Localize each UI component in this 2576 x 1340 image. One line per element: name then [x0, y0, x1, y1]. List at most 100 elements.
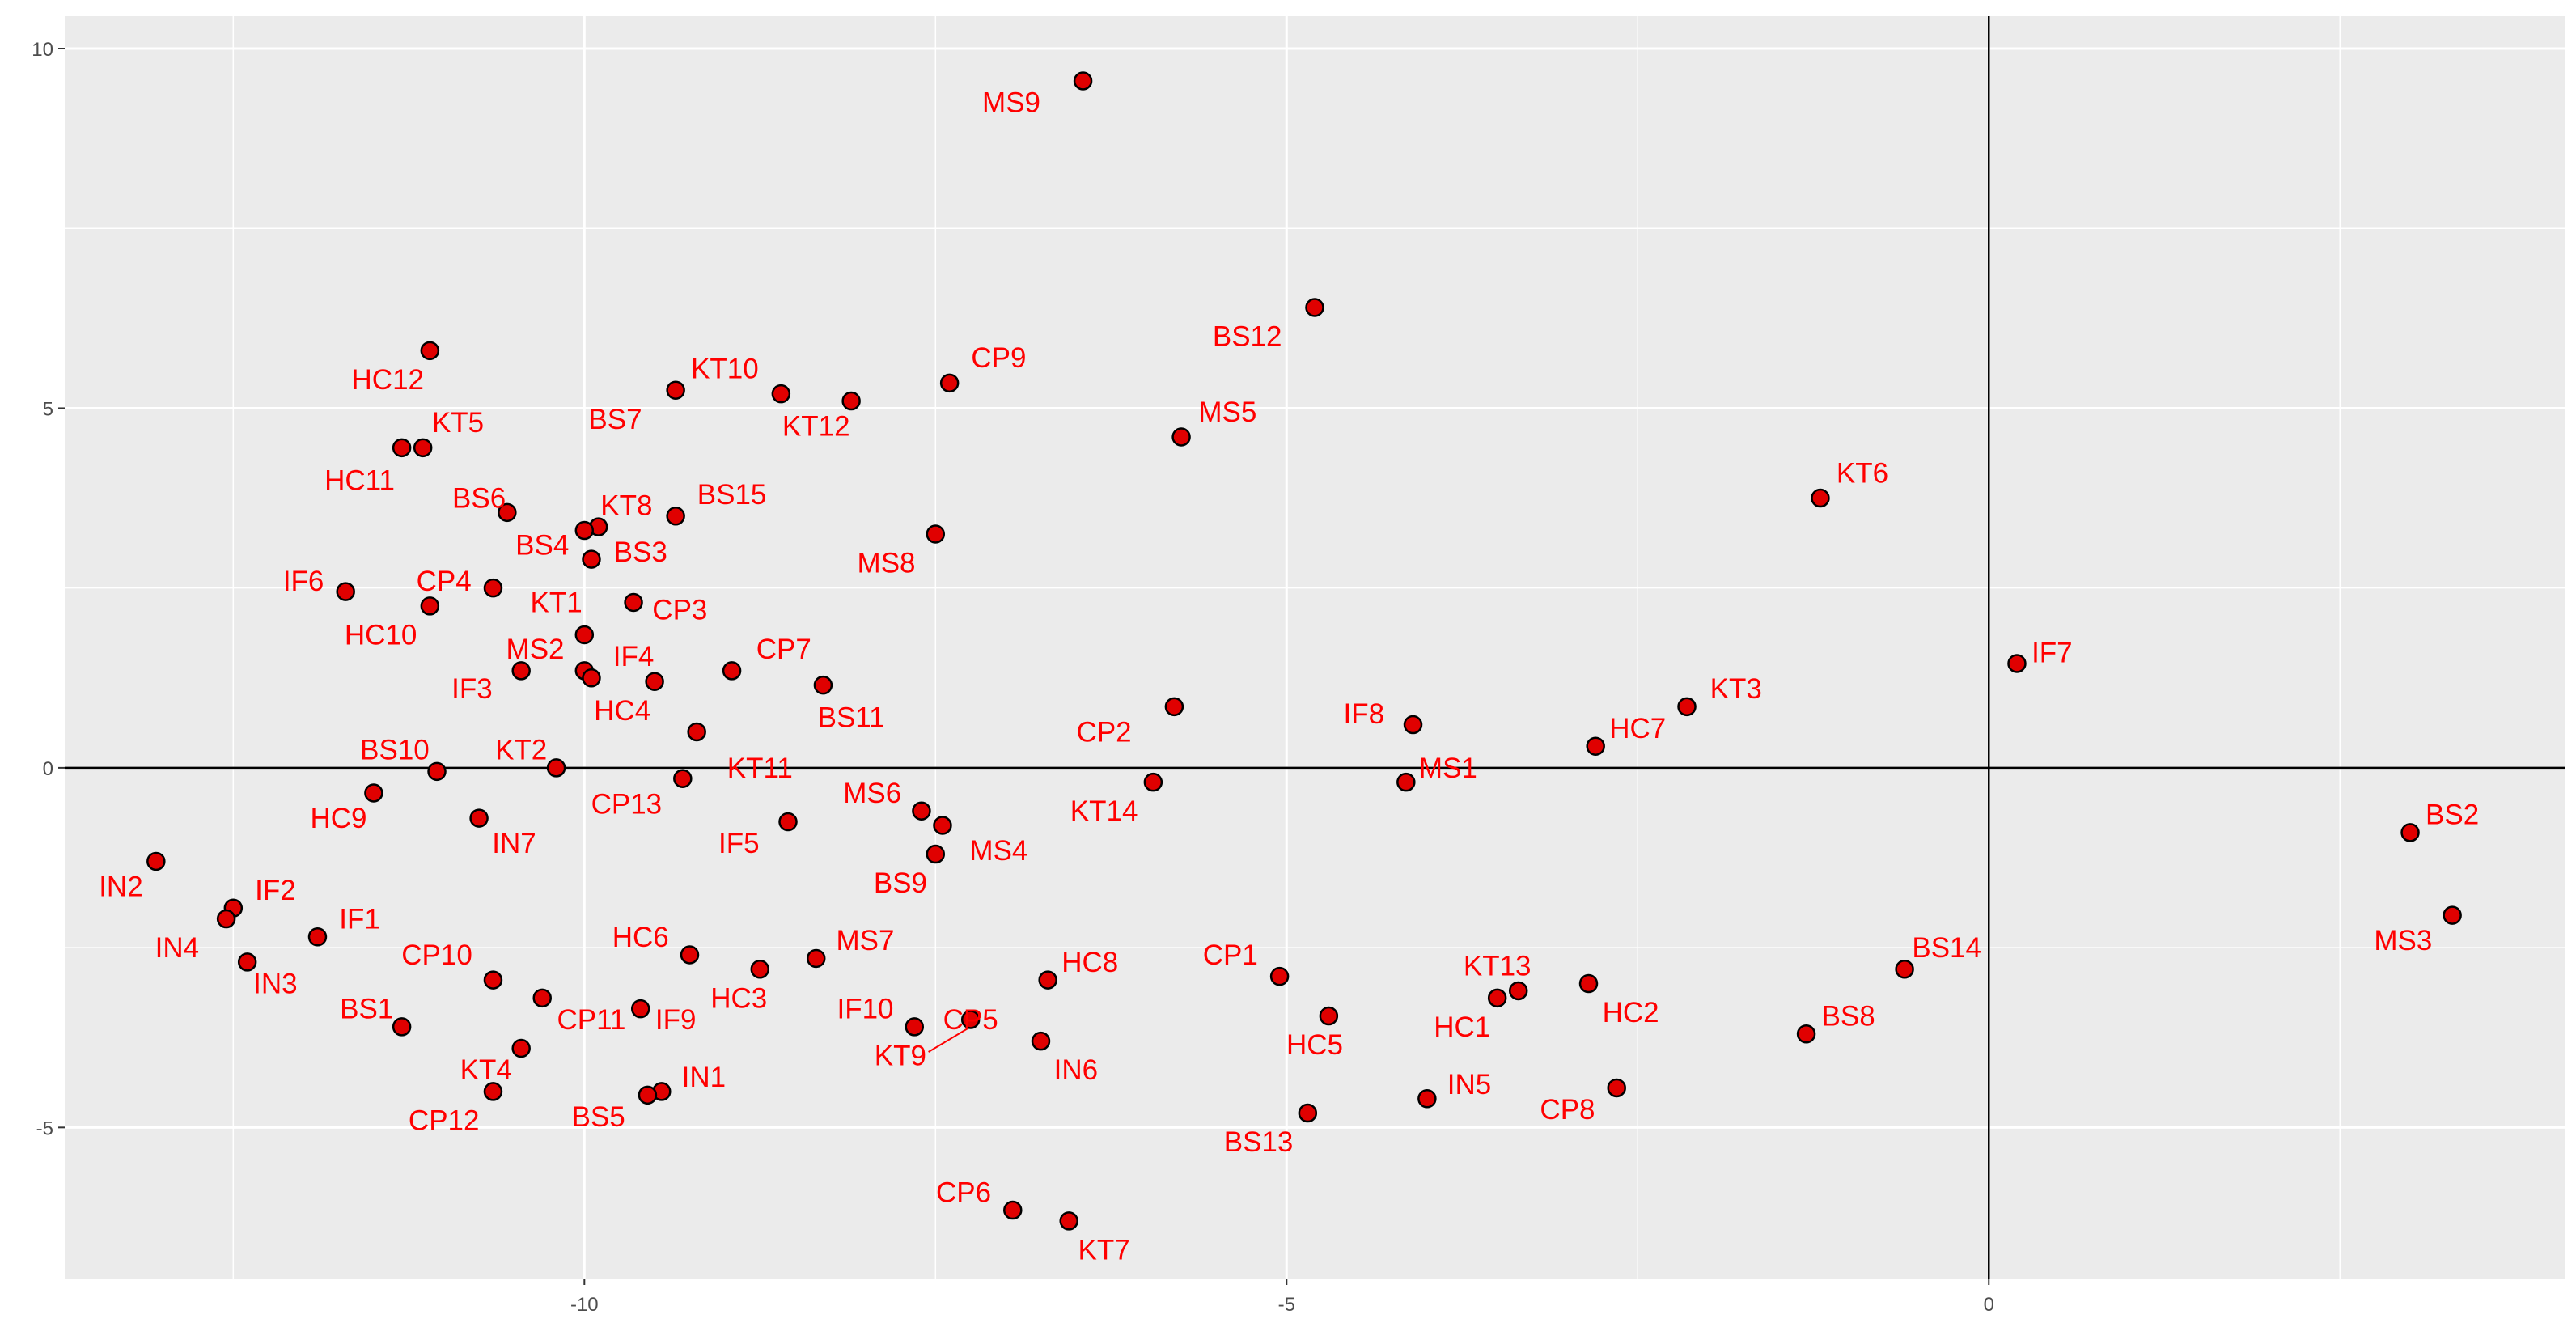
point-ms9 [1073, 71, 1093, 91]
minor-gridlines [65, 16, 2565, 1279]
label-bs13: BS13 [1224, 1126, 1294, 1158]
point-hc1 [1487, 988, 1507, 1008]
y-tick-label: -5 [36, 1117, 53, 1139]
label-in1: IN1 [682, 1062, 726, 1093]
point-bs10 [427, 761, 447, 782]
label-hc12: HC12 [352, 364, 424, 396]
point-hc12 [420, 341, 440, 361]
label-hc11: HC11 [324, 464, 395, 496]
label-in7: IN7 [492, 828, 536, 859]
label-if8: IF8 [1343, 698, 1384, 730]
label-ms5: MS5 [1198, 396, 1256, 428]
label-bs7: BS7 [588, 404, 642, 435]
point-cp6 [1003, 1200, 1023, 1220]
point-kt6 [1811, 488, 1830, 508]
point-cp12 [483, 1082, 503, 1101]
point-if10 [905, 1017, 925, 1037]
label-cp4: CP4 [417, 566, 472, 597]
label-in6: IN6 [1054, 1054, 1098, 1086]
plot-panel [65, 16, 2565, 1279]
point-in3 [237, 952, 257, 972]
point-hc3 [750, 960, 770, 979]
leader-lines [928, 1026, 972, 1053]
label-hc2: HC2 [1603, 997, 1659, 1028]
label-bs12: BS12 [1213, 321, 1282, 353]
point-bs5 [638, 1085, 658, 1105]
label-hc6: HC6 [612, 922, 669, 953]
point-kt7 [1059, 1211, 1078, 1231]
y-tick-label: 10 [32, 39, 53, 61]
point-ms4 [933, 816, 952, 835]
point-hc9 [364, 783, 383, 803]
point-cp9 [939, 373, 960, 393]
point-cp10 [483, 970, 503, 990]
point-if8 [1403, 715, 1423, 735]
label-kt9: KT9 [875, 1040, 926, 1071]
label-cp2: CP2 [1077, 716, 1132, 748]
point-kt10 [771, 384, 791, 404]
label-bs9: BS9 [874, 867, 927, 899]
point-in7 [469, 808, 489, 828]
label-bs1: BS1 [340, 994, 393, 1025]
point-labels: MS9 BS12 HC12 KT10 BS7 KT12 CP9 MS5 KT5 HC11 KT6 BS… [99, 87, 2479, 1266]
point-kt1 [574, 625, 595, 645]
point-kt4 [511, 1038, 531, 1058]
point-hc10 [420, 596, 440, 616]
tick-labels: -10 -5 0 -5 0 5 10 [32, 39, 1994, 1316]
point-bs7 [666, 380, 685, 400]
label-ms2: MS2 [506, 634, 565, 665]
point-in4 [216, 909, 236, 929]
label-cp1: CP1 [1203, 939, 1258, 971]
point-kt2 [546, 758, 566, 778]
point-if3 [511, 661, 531, 681]
point-cp1 [1269, 966, 1290, 986]
x-tick-label: -10 [570, 1294, 599, 1316]
label-cp10: CP10 [401, 939, 472, 971]
label-hc8: HC8 [1061, 947, 1118, 978]
label-kt10: KT10 [691, 354, 759, 385]
label-kt1: KT1 [530, 587, 582, 618]
point-bs3 [582, 549, 601, 569]
x-tick-label: 0 [1984, 1294, 1994, 1316]
x-tick-label: -5 [1278, 1294, 1295, 1316]
point-kt11 [687, 722, 706, 742]
point-ms6 [912, 801, 931, 821]
label-hc7: HC7 [1609, 713, 1666, 744]
point-ms7 [806, 948, 826, 969]
label-bs6: BS6 [452, 483, 506, 515]
label-in2: IN2 [99, 871, 142, 903]
label-cp12: CP12 [409, 1105, 480, 1136]
label-cp7: CP7 [756, 634, 811, 665]
point-bs14 [1895, 960, 1914, 979]
point-bs15 [666, 507, 685, 526]
label-bs2: BS2 [2426, 799, 2479, 831]
point-hc7 [1586, 736, 1605, 756]
label-if10: IF10 [837, 994, 893, 1025]
point-ms5 [1171, 427, 1191, 447]
point-bs8 [1796, 1024, 1816, 1044]
point-hc11 [392, 438, 412, 458]
point-hc2 [1578, 973, 1599, 994]
label-hc5: HC5 [1286, 1029, 1343, 1061]
point-if7 [2007, 654, 2027, 673]
label-bs3: BS3 [614, 536, 667, 568]
point-kt3 [1677, 697, 1697, 717]
point-in5 [1417, 1089, 1437, 1109]
point-hc6 [680, 945, 700, 965]
point-cp13 [673, 769, 693, 788]
label-cp6: CP6 [936, 1177, 991, 1208]
label-ms1: MS1 [1419, 753, 1477, 784]
label-if5: IF5 [718, 828, 760, 859]
label-ms9: MS9 [982, 87, 1040, 119]
point-bs4 [574, 520, 595, 541]
point-cp8 [1607, 1078, 1626, 1098]
point-hc8 [1038, 970, 1057, 990]
point-if1 [307, 927, 328, 947]
point-if4 [582, 668, 601, 688]
label-cp3: CP3 [652, 594, 707, 625]
point-hc4 [645, 672, 664, 691]
point-in2 [146, 851, 166, 871]
point-if5 [778, 812, 798, 832]
y-tick-label: 5 [43, 398, 53, 420]
point-cp2 [1164, 697, 1184, 717]
